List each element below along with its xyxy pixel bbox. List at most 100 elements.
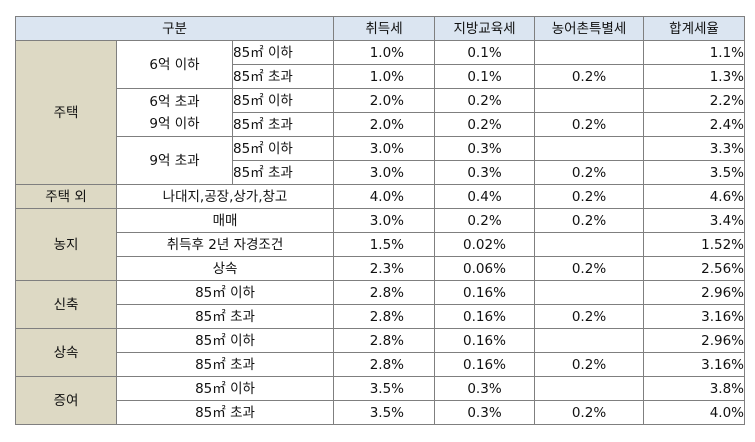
- education-tax-cell: 0.2%: [434, 88, 535, 113]
- education-tax-cell: 0.16%: [434, 304, 535, 329]
- group-inheritance: 상속: [15, 328, 117, 377]
- row-description: 상속: [116, 256, 334, 281]
- row-description: 매매: [116, 208, 334, 233]
- row-description: 85㎡ 이하: [116, 328, 334, 353]
- price-band-line-1: 6억 초과: [149, 93, 200, 110]
- row-size: 85㎡ 초과: [232, 160, 334, 185]
- table-row: 취득후 2년 자경조건 1.5% 0.02% 1.52%: [16, 232, 745, 257]
- row-description: 85㎡ 초과: [116, 304, 334, 329]
- rural-tax-cell: 0.2%: [534, 64, 644, 89]
- rural-tax-cell: 0.2%: [534, 184, 644, 209]
- acquisition-tax-cell: 2.0%: [333, 112, 435, 137]
- education-tax-cell: 0.02%: [434, 232, 535, 257]
- education-tax-cell: 0.2%: [434, 112, 535, 137]
- acquisition-tax-cell: 2.8%: [333, 352, 435, 377]
- price-band-line-2: 9억 이하: [149, 115, 200, 132]
- group-new-build: 신축: [15, 280, 117, 329]
- education-tax-cell: 0.16%: [434, 352, 535, 377]
- total-rate-cell: 2.2%: [643, 88, 745, 113]
- total-rate-cell: 1.1%: [643, 40, 745, 65]
- row-size: 85㎡ 이하: [232, 136, 334, 161]
- table-row: 85㎡ 초과 3.0% 0.3% 0.2% 3.5%: [16, 160, 745, 185]
- group-non-housing: 주택 외: [15, 184, 117, 209]
- table-row: 6억 초과 9억 이하 85㎡ 이하 2.0% 0.2% 2.2%: [16, 88, 745, 137]
- table-row: 상속 85㎡ 이하 2.8% 0.16% 2.96%: [15, 328, 745, 377]
- table-row: 주택 6억 이하 85㎡ 이하 1.0% 0.1% 1.1%: [15, 40, 745, 185]
- table-row: 85㎡ 초과 2.8% 0.16% 0.2% 3.16%: [16, 304, 745, 329]
- rural-tax-cell: [534, 40, 644, 65]
- group-housing: 주택: [15, 40, 117, 185]
- education-tax-cell: 0.3%: [434, 376, 535, 401]
- tax-rate-table: 구분 취득세 지방교육세 농어촌특별세 합계세율 주택 6억 이하 85㎡ 이하…: [15, 16, 745, 425]
- rural-tax-cell: 0.2%: [534, 400, 644, 425]
- total-rate-cell: 3.16%: [643, 352, 745, 377]
- education-tax-cell: 0.06%: [434, 256, 535, 281]
- acquisition-tax-cell: 2.3%: [333, 256, 435, 281]
- acquisition-tax-cell: 3.0%: [333, 136, 435, 161]
- row-description: 취득후 2년 자경조건: [116, 232, 334, 257]
- header-local-education-tax: 지방교육세: [434, 16, 535, 41]
- rural-tax-cell: 0.2%: [534, 208, 644, 233]
- acquisition-tax-cell: 3.0%: [333, 208, 435, 233]
- acquisition-tax-cell: 3.0%: [333, 160, 435, 185]
- acquisition-tax-cell: 3.5%: [333, 400, 435, 425]
- total-rate-cell: 2.56%: [643, 256, 745, 281]
- acquisition-tax-cell: 2.8%: [333, 328, 435, 353]
- acquisition-tax-cell: 3.5%: [333, 376, 435, 401]
- price-band-over-9: 9억 초과: [116, 136, 233, 185]
- total-rate-cell: 3.8%: [643, 376, 745, 401]
- education-tax-cell: 0.3%: [434, 136, 535, 161]
- rural-tax-cell: 0.2%: [534, 304, 644, 329]
- rural-tax-cell: [534, 376, 644, 401]
- table-row: 85㎡ 초과 2.8% 0.16% 0.2% 3.16%: [16, 352, 745, 377]
- table-row: 농지 매매 3.0% 0.2% 0.2% 3.4%: [15, 208, 745, 281]
- education-tax-cell: 0.16%: [434, 328, 535, 353]
- table-row: 상속 2.3% 0.06% 0.2% 2.56%: [16, 256, 745, 281]
- row-size: 85㎡ 초과: [232, 64, 334, 89]
- header-total-rate: 합계세율: [643, 16, 745, 41]
- acquisition-tax-cell: 2.8%: [333, 280, 435, 305]
- education-tax-cell: 0.3%: [434, 160, 535, 185]
- header-category: 구분: [15, 16, 334, 41]
- row-description: 85㎡ 이하: [116, 376, 334, 401]
- row-size: 85㎡ 이하: [232, 88, 334, 113]
- table-row: 주택 외 나대지,공장,상가,창고 4.0% 0.4% 0.2% 4.6%: [15, 184, 745, 209]
- total-rate-cell: 1.3%: [643, 64, 745, 89]
- header-rural-special-tax: 농어촌특별세: [534, 16, 644, 41]
- row-description: 85㎡ 초과: [116, 352, 334, 377]
- rural-tax-cell: [534, 136, 644, 161]
- row-description: 85㎡ 이하: [116, 280, 334, 305]
- education-tax-cell: 0.1%: [434, 64, 535, 89]
- total-rate-cell: 2.96%: [643, 328, 745, 353]
- price-band-under-6: 6억 이하: [116, 40, 233, 89]
- rural-tax-cell: [534, 280, 644, 305]
- total-rate-cell: 4.0%: [643, 400, 745, 425]
- table-row: 85㎡ 초과 3.5% 0.3% 0.2% 4.0%: [16, 400, 745, 425]
- total-rate-cell: 2.96%: [643, 280, 745, 305]
- total-rate-cell: 3.16%: [643, 304, 745, 329]
- acquisition-tax-cell: 1.0%: [333, 40, 435, 65]
- row-description: 85㎡ 초과: [116, 400, 334, 425]
- total-rate-cell: 3.4%: [643, 208, 745, 233]
- total-rate-cell: 4.6%: [643, 184, 745, 209]
- total-rate-cell: 3.3%: [643, 136, 745, 161]
- row-size: 85㎡ 초과: [232, 112, 334, 137]
- table-row: 증여 85㎡ 이하 3.5% 0.3% 3.8%: [15, 376, 745, 425]
- group-farmland: 농지: [15, 208, 117, 281]
- header-acquisition-tax: 취득세: [333, 16, 435, 41]
- price-band-6-to-9: 6억 초과 9억 이하: [116, 88, 233, 137]
- rural-tax-cell: [534, 232, 644, 257]
- group-gift: 증여: [15, 376, 117, 425]
- education-tax-cell: 0.4%: [434, 184, 535, 209]
- education-tax-cell: 0.16%: [434, 280, 535, 305]
- table-row: 9억 초과 85㎡ 이하 3.0% 0.3% 3.3%: [16, 136, 745, 185]
- acquisition-tax-cell: 1.0%: [333, 64, 435, 89]
- rural-tax-cell: 0.2%: [534, 256, 644, 281]
- rural-tax-cell: 0.2%: [534, 112, 644, 137]
- acquisition-tax-cell: 4.0%: [333, 184, 435, 209]
- table-row: 신축 85㎡ 이하 2.8% 0.16% 2.96%: [15, 280, 745, 329]
- rural-tax-cell: [534, 88, 644, 113]
- total-rate-cell: 3.5%: [643, 160, 745, 185]
- rural-tax-cell: [534, 328, 644, 353]
- acquisition-tax-cell: 1.5%: [333, 232, 435, 257]
